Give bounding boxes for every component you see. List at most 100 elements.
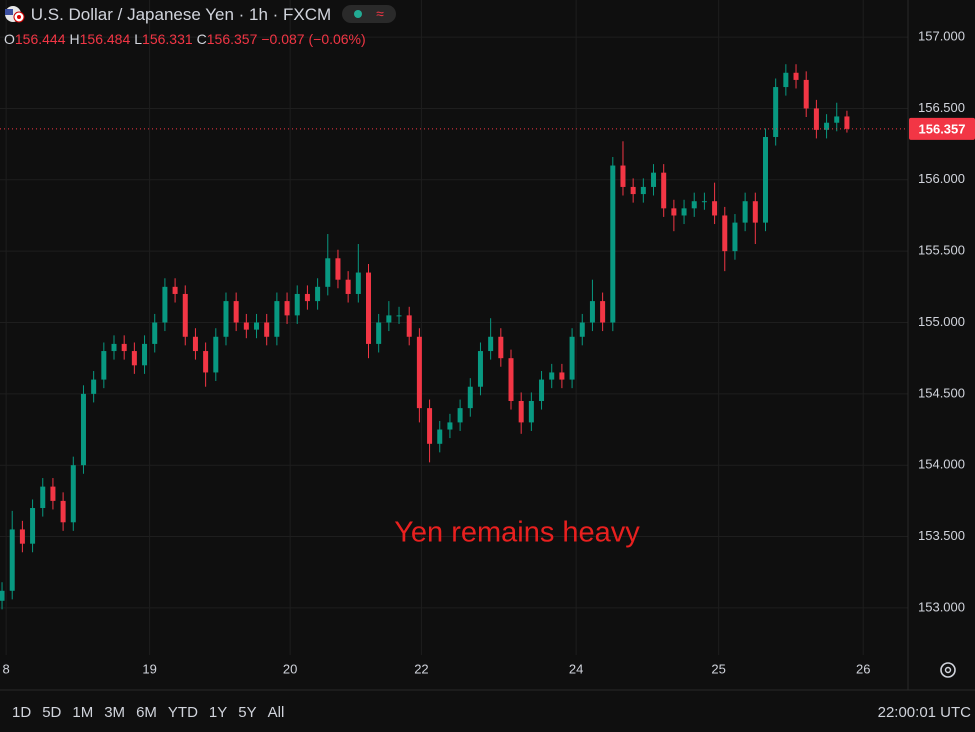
gear-ring [940,662,956,678]
candle-body [742,201,748,223]
candle-body [162,286,168,323]
candle-body [712,201,718,216]
candle-body [488,336,494,352]
y-tick-label: 156.500 [918,100,965,115]
candle-body [813,108,819,130]
candle-body [416,336,422,409]
x-tick-label: 25 [711,661,725,676]
candle-body [600,301,606,323]
candle-body [640,186,646,195]
candle-body [254,322,260,330]
candle-body [315,286,321,302]
timeframe-button[interactable]: 5Y [238,704,257,721]
candle-body [70,465,76,523]
candle-body [630,186,636,195]
status-toggle[interactable]: ≈ [341,4,396,24]
title: U.S. Dollar / Japanese Yen · 1h · FXCM [30,5,332,24]
candle-body [264,322,270,337]
timeframe-button[interactable]: 1Y [208,704,228,721]
candle-body [142,343,148,366]
header: U.S. Dollar / Japanese Yen · 1h · FXCM ≈… [4,4,396,47]
candle-body [365,272,371,344]
candle-body [101,351,107,380]
candle-body [477,351,483,387]
ohlc-label: L [134,31,143,47]
candle-body [447,422,453,430]
candle-body [732,222,738,252]
candle-body [437,429,443,444]
candle-body [752,201,758,223]
candle-body [355,272,361,294]
y-tick-label: 155.000 [918,314,965,329]
title-row: U.S. Dollar / Japanese Yen · 1h · FXCM ≈ [4,4,396,25]
overlay: 153.000 153.500 154.000 154.500 155.000 155.5… [2,29,975,676]
timeframe-button[interactable]: 6M [136,704,157,721]
candle-body [80,393,86,466]
candle-body [722,215,728,252]
ohlc-value: 156.357 [206,31,258,47]
y-tick-label: 157.000 [918,29,965,44]
timeframe-button[interactable]: 1M [72,704,94,721]
y-tick-label: 153.500 [918,528,965,543]
candle-body [40,486,46,509]
ohlc-value: 156.444 [14,31,66,47]
ohlc-label: O [4,31,15,47]
timeframe-button[interactable]: 5D [42,704,62,721]
ohlc-value: 156.331 [142,31,193,47]
clock: 22:00:01 UTC [877,704,971,721]
candle-body [406,315,412,337]
candle-body [274,301,280,337]
candle-body [579,322,585,337]
candle-body [111,343,117,352]
candle-body [559,372,565,380]
change: −0.087 (−0.06%) [261,31,366,47]
x-tick-label: 20 [283,661,297,676]
annotation: Yen remains heavy [394,517,640,549]
candle-body [620,165,626,187]
candle-body [528,400,534,423]
plot [0,0,908,655]
candle-body [661,172,667,209]
candle-body [152,322,158,344]
candle-body [691,201,697,209]
timeframe-button[interactable]: YTD [167,704,198,721]
candle-body [304,293,310,302]
y-tick-label: 156.000 [918,171,965,186]
candle-body [172,286,178,294]
candle-body [284,301,290,316]
x-tick-label: 26 [856,661,870,676]
timeframe-button[interactable]: All [267,704,285,721]
ohlc-value: 156.484 [79,31,131,47]
candle-body [9,529,15,591]
candle-body [203,351,209,373]
candle-body [427,408,433,444]
candle-body [701,201,707,203]
candle-body [589,301,595,323]
ohlc-label: H [69,31,80,47]
candle-body [243,322,249,330]
candle-body [549,372,555,380]
candle-body [783,72,789,88]
candle-body [182,293,188,337]
candle-body [569,336,575,380]
candle-body [610,165,616,323]
candle-body [844,116,850,129]
candle-body [386,315,392,323]
timeframe-button[interactable]: 3M [104,704,126,721]
gear-hub [944,666,952,674]
candle-body [223,301,229,337]
candle-body [803,79,809,109]
flag-icon [5,6,25,23]
candle-body [518,400,524,423]
candle-body [834,116,840,123]
candle-body [773,87,779,137]
candle-body [671,208,677,216]
settings-icon[interactable] [940,662,956,678]
timeframe-button[interactable]: 1D [12,704,32,721]
candle-body [192,336,198,352]
candle-body [30,508,36,544]
ohlc-row: O156.444 H156.484 L156.331 C156.357 −0.087 (… [4,31,396,47]
candle-body [121,343,127,352]
x-tick-label: 19 [142,661,156,676]
